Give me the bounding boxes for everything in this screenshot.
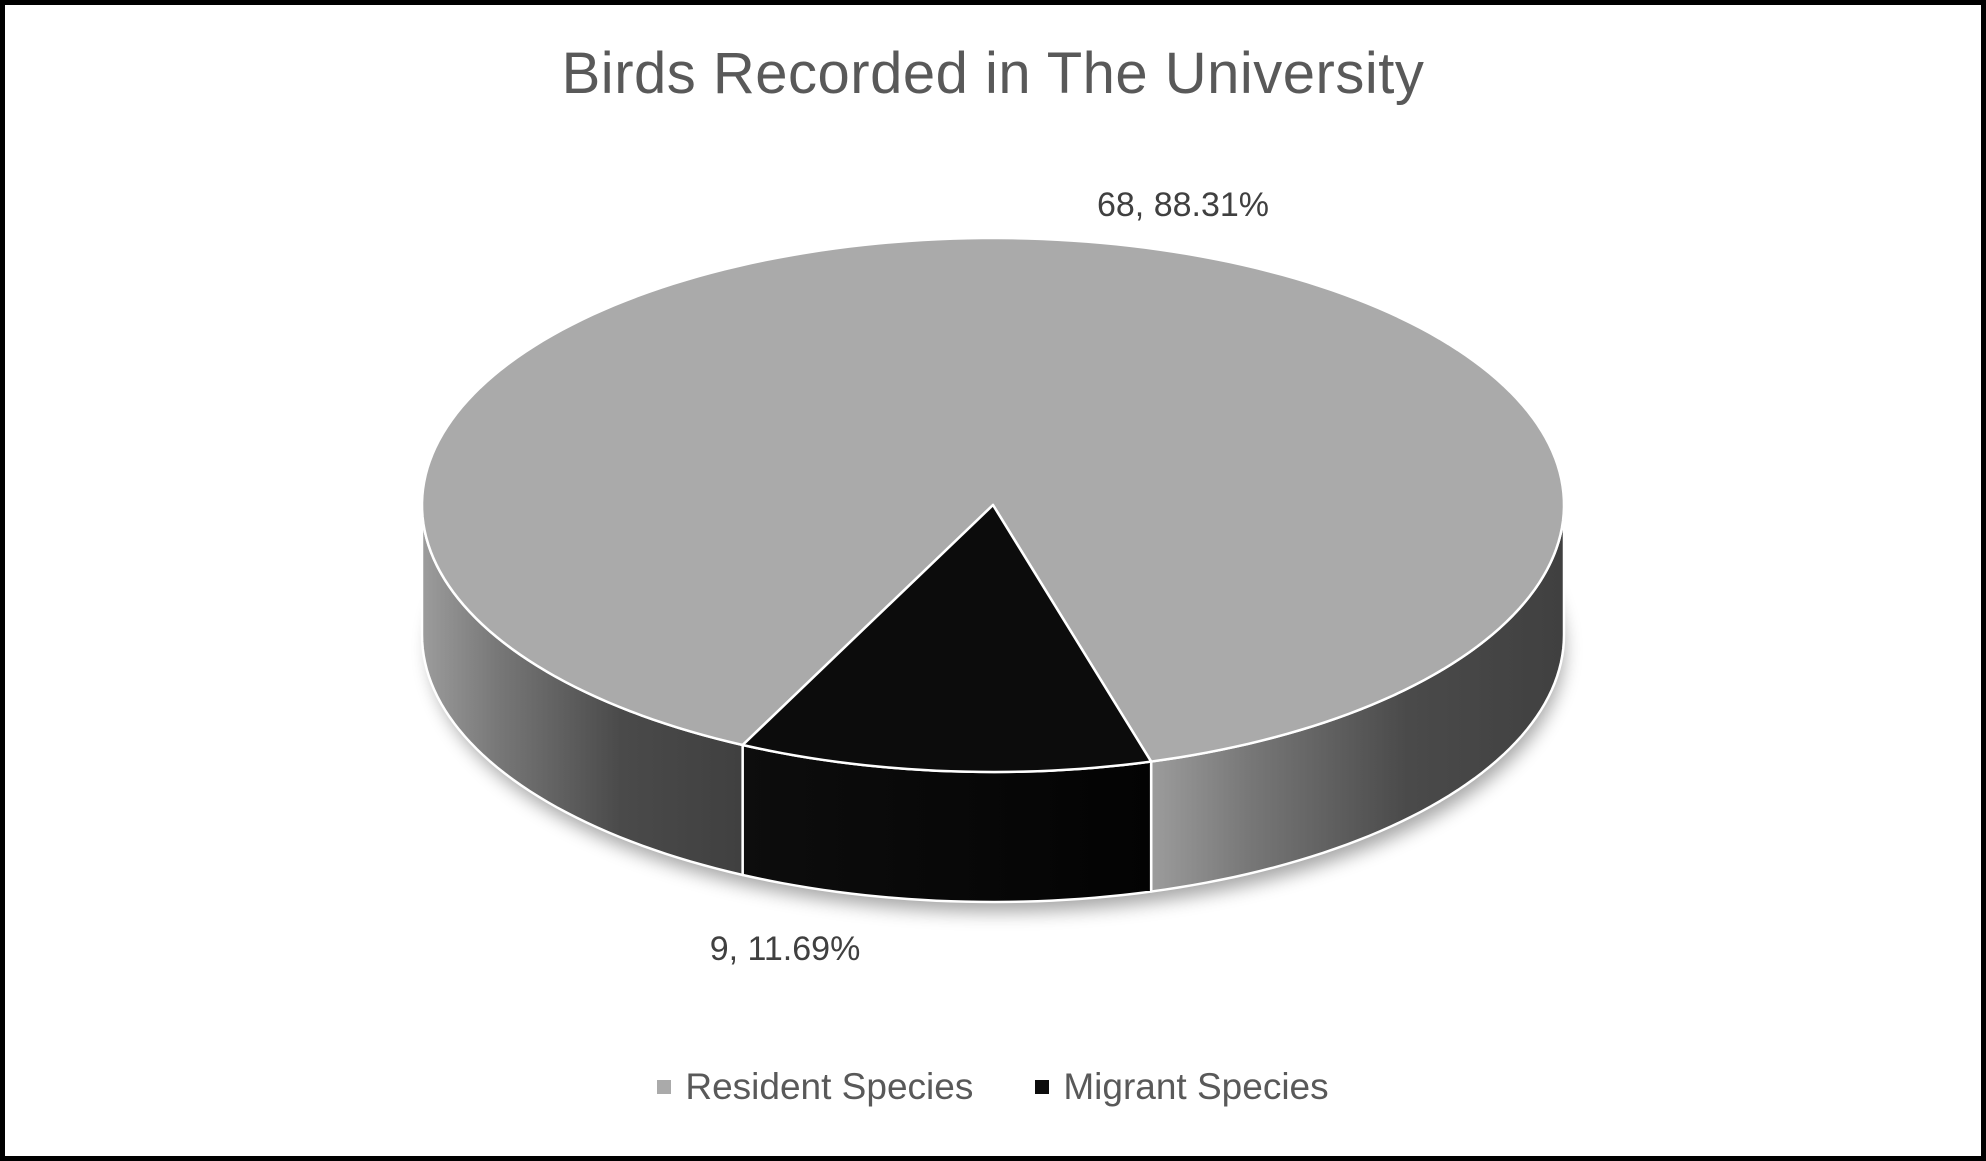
pie-slice-migrant <box>741 503 1153 774</box>
data-label-resident: 68, 88.31% <box>1097 186 1269 224</box>
legend-item-resident: Resident Species <box>657 1066 973 1108</box>
chart-title: Birds Recorded in The University <box>561 41 1425 106</box>
legend-item-migrant: Migrant Species <box>1035 1066 1329 1108</box>
legend-swatch-resident <box>657 1080 672 1094</box>
chart-legend: Resident Species Migrant Species <box>0 1066 1986 1108</box>
data-label-migrant: 9, 11.69% <box>710 930 861 968</box>
pie-slice-resident <box>420 236 1566 763</box>
legend-label-migrant: Migrant Species <box>1063 1066 1329 1107</box>
legend-label-resident: Resident Species <box>685 1066 974 1107</box>
legend-swatch-migrant <box>1035 1080 1050 1094</box>
